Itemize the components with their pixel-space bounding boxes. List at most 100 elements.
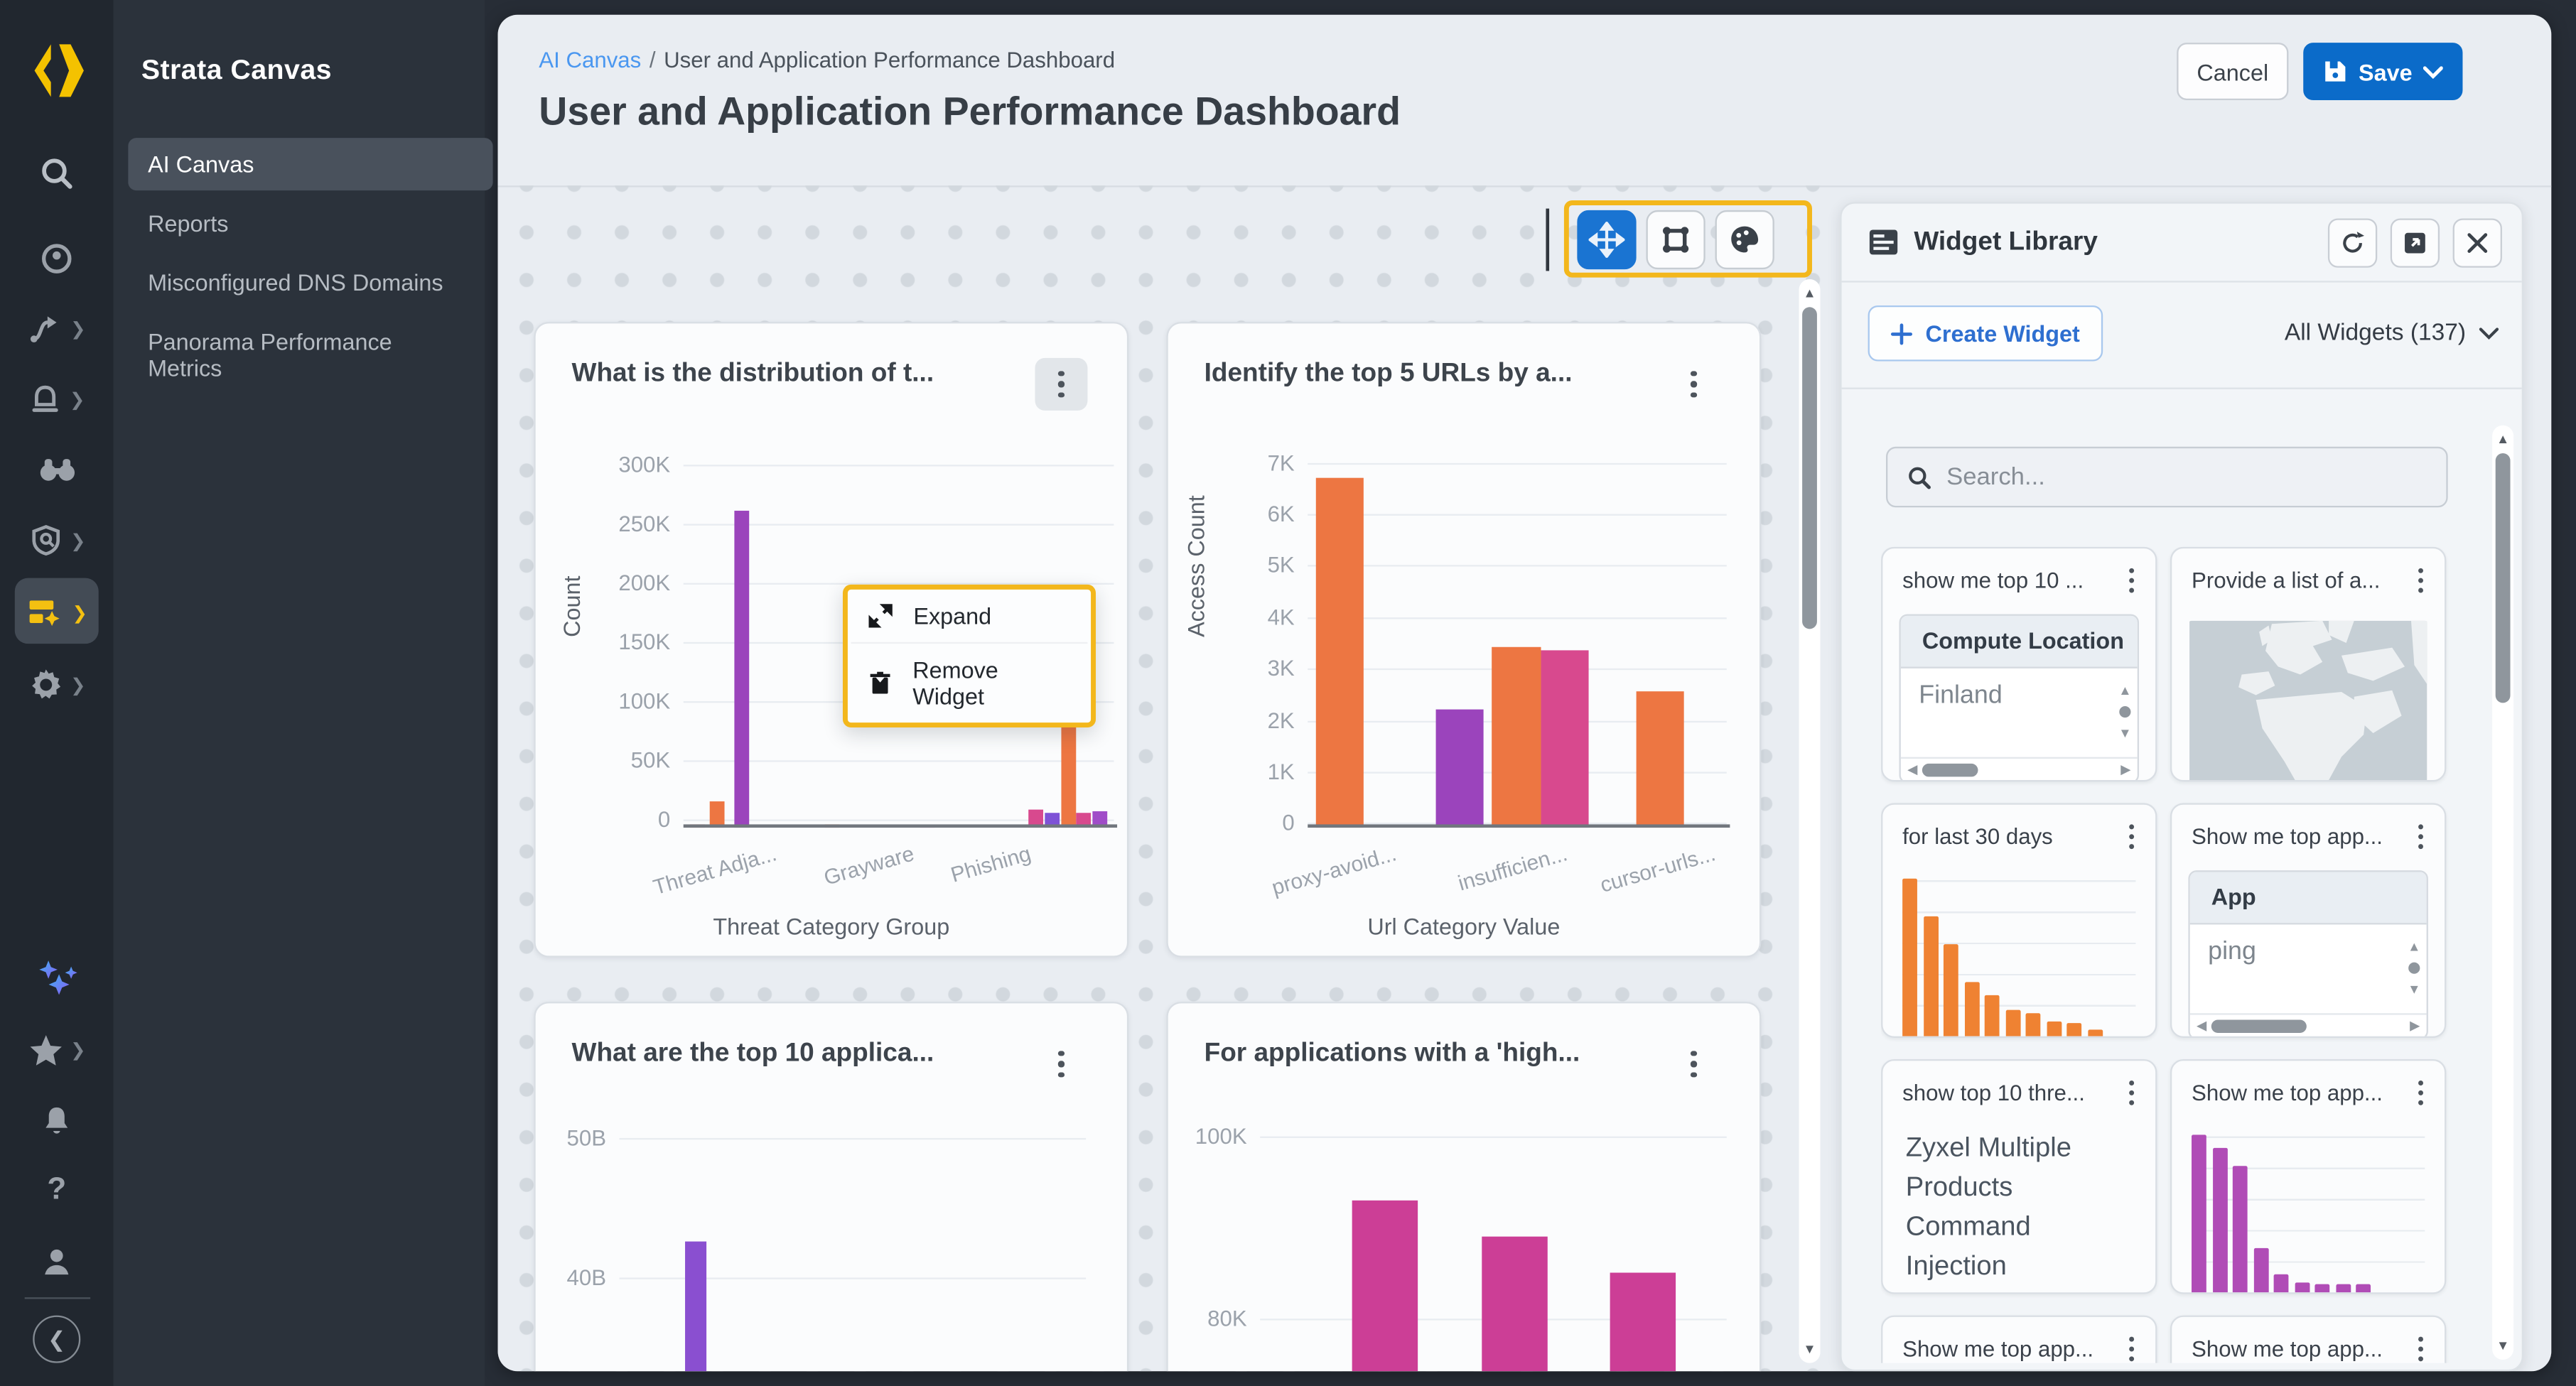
star-icon[interactable]: ❯ xyxy=(0,1022,114,1078)
library-scrollbar[interactable]: ▲ ▼ xyxy=(2492,425,2514,1360)
scroll-down-icon[interactable]: ▼ xyxy=(2496,1338,2510,1353)
close-icon xyxy=(2467,232,2488,252)
widget-filter-dropdown[interactable]: All Widgets (137) xyxy=(2285,320,2499,347)
mini-table-hscroll[interactable]: ◀ ▶ xyxy=(1900,757,2138,780)
profile-icon[interactable] xyxy=(0,1233,114,1289)
brand-logo-icon[interactable] xyxy=(26,39,89,102)
frame-tool-button[interactable] xyxy=(1646,209,1705,269)
ai-sparkle-icon[interactable] xyxy=(0,951,114,1007)
mini-table-hscroll[interactable]: ◀ ▶ xyxy=(2189,1012,2427,1036)
sidebar-item-ai-canvas[interactable]: AI Canvas xyxy=(128,138,493,191)
library-widget-card[interactable]: Show me top app... App ping ▲ ▼ ◀ ▶ xyxy=(2170,803,2447,1038)
kebab-menu-icon[interactable] xyxy=(1035,357,1088,411)
bell-icon[interactable] xyxy=(0,1092,114,1148)
help-icon[interactable]: ? xyxy=(47,1172,67,1208)
kebab-menu-icon[interactable] xyxy=(1035,1038,1087,1090)
library-widget-card[interactable]: show me top 10 ... Compute Location Finlan… xyxy=(1881,546,2157,782)
shield-search-icon[interactable]: ❯ xyxy=(0,512,114,568)
scroll-up-icon[interactable]: ▲ xyxy=(2118,683,2132,699)
breadcrumb-link-ai-canvas[interactable]: AI Canvas xyxy=(539,48,642,72)
kebab-menu-icon[interactable] xyxy=(2120,563,2142,597)
collapse-sidebar-button[interactable]: ❮ xyxy=(33,1315,81,1363)
gridline xyxy=(619,1137,1087,1140)
library-widget-card[interactable]: for last 30 days xyxy=(1881,803,2157,1038)
scroll-up-icon[interactable]: ▲ xyxy=(2496,431,2510,447)
scroll-down-icon[interactable]: ▼ xyxy=(2118,726,2132,742)
save-button[interactable]: Save xyxy=(2303,43,2463,101)
cancel-button[interactable]: Cancel xyxy=(2177,43,2289,101)
kebab-menu-icon[interactable] xyxy=(2120,819,2142,853)
sidebar-item-reports[interactable]: Reports xyxy=(148,210,229,237)
search-box[interactable] xyxy=(1886,446,2448,508)
palette-tool-button[interactable] xyxy=(1715,209,1774,269)
search-icon[interactable] xyxy=(0,144,114,200)
create-widget-button[interactable]: Create Widget xyxy=(1868,305,2103,362)
scroll-down-icon[interactable]: ▼ xyxy=(2408,982,2421,997)
library-widget-card[interactable]: show top 10 thre... Zyxel Multiple Produc… xyxy=(1881,1059,2157,1294)
widget-chart-top-applications[interactable]: What are the top 10 applica... 50B 40B xyxy=(534,1002,1129,1372)
alarm-icon[interactable]: ❯ xyxy=(0,371,114,427)
scroll-down-icon[interactable]: ▼ xyxy=(1803,1341,1816,1357)
binoculars-icon[interactable] xyxy=(0,442,114,498)
widget-chart-top-urls[interactable]: Identify the top 5 URLs by a... 7K 6K 5K 4K 3… xyxy=(1166,322,1762,958)
scroll-thumb[interactable] xyxy=(1922,763,1978,776)
library-widget-card[interactable]: Provide a list of a... xyxy=(2170,546,2447,782)
scroll-thumb[interactable] xyxy=(2211,1019,2307,1033)
kebab-menu-icon[interactable] xyxy=(2410,1332,2431,1363)
mini-table-vscroll[interactable]: ▲ ▼ xyxy=(2113,668,2138,757)
library-scrollbar-thumb[interactable] xyxy=(2495,453,2511,703)
kebab-menu-icon[interactable] xyxy=(2410,1076,2431,1110)
kebab-menu-icon[interactable] xyxy=(2410,819,2431,853)
chart-bar xyxy=(1540,650,1589,828)
kebab-dot xyxy=(2418,843,2423,849)
mini-bar xyxy=(2253,1248,2268,1293)
library-widget-card[interactable]: Show me top app... xyxy=(2170,1315,2447,1363)
chevron-right-icon: ❯ xyxy=(70,676,86,695)
mini-table-vscroll[interactable]: ▲ ▼ xyxy=(2402,924,2427,1013)
chart-bar xyxy=(734,510,749,828)
refresh-button[interactable] xyxy=(2327,217,2378,267)
library-widget-card[interactable]: Show me top app... xyxy=(2170,1059,2447,1294)
chart-bar xyxy=(1482,1236,1547,1372)
chart-bar xyxy=(1435,709,1484,828)
library-widget-card[interactable]: Show me top app... xyxy=(1881,1315,2157,1363)
scroll-right-icon[interactable]: ▶ xyxy=(2410,1018,2420,1034)
scroll-left-icon[interactable]: ◀ xyxy=(1907,762,1918,777)
canvas-widgets-icon[interactable]: ❯ xyxy=(0,578,114,644)
scroll-left-icon[interactable]: ◀ xyxy=(2196,1018,2207,1034)
scroll-up-icon[interactable]: ▲ xyxy=(2408,939,2421,955)
sidebar-item-panorama-performance-metrics[interactable]: Panorama Performance Metrics xyxy=(148,328,392,381)
scroll-thumb[interactable] xyxy=(2408,963,2420,975)
floppy-save-icon xyxy=(2324,61,2345,82)
mini-bar xyxy=(2232,1166,2248,1293)
kebab-dot xyxy=(2418,1099,2423,1105)
kebab-menu-icon[interactable] xyxy=(2120,1332,2142,1363)
widget-chart-high-risk-apps[interactable]: For applications with a 'high... 100K 80K xyxy=(1166,1002,1762,1372)
kebab-menu-icon[interactable] xyxy=(1668,358,1720,411)
kebab-menu-icon[interactable] xyxy=(2120,1076,2142,1110)
canvas-scrollbar[interactable]: ▲ ▼ xyxy=(1799,278,1821,1363)
x-axis-line xyxy=(1308,824,1730,828)
gear-icon[interactable]: ❯ xyxy=(0,657,114,713)
target-icon[interactable] xyxy=(0,230,114,286)
chart-bar xyxy=(1077,813,1092,828)
open-panel-button[interactable] xyxy=(2390,217,2440,267)
rail-divider xyxy=(24,1297,91,1299)
y-tick-label: 6K xyxy=(1267,502,1295,527)
move-tool-button[interactable] xyxy=(1577,209,1637,269)
scroll-up-icon[interactable]: ▲ xyxy=(1803,286,1816,301)
chevron-right-icon: ❯ xyxy=(72,603,87,624)
mini-bar xyxy=(2025,1012,2041,1036)
scroll-thumb[interactable] xyxy=(2119,706,2131,718)
kebab-menu-icon[interactable] xyxy=(1668,1038,1720,1090)
kebab-menu-icon[interactable] xyxy=(2410,563,2431,597)
close-panel-button[interactable] xyxy=(2452,217,2502,267)
context-menu-remove-widget[interactable]: Remove Widget xyxy=(848,644,1091,722)
context-menu-expand[interactable]: Expand xyxy=(848,590,1091,642)
canvas-scrollbar-thumb[interactable] xyxy=(1802,307,1817,629)
sidebar-item-misconfigured-dns-domains[interactable]: Misconfigured DNS Domains xyxy=(148,269,443,296)
search-input[interactable] xyxy=(1946,462,2427,492)
trash-icon xyxy=(870,671,890,694)
route-icon[interactable]: ❯ xyxy=(0,301,114,357)
scroll-right-icon[interactable]: ▶ xyxy=(2120,762,2131,777)
